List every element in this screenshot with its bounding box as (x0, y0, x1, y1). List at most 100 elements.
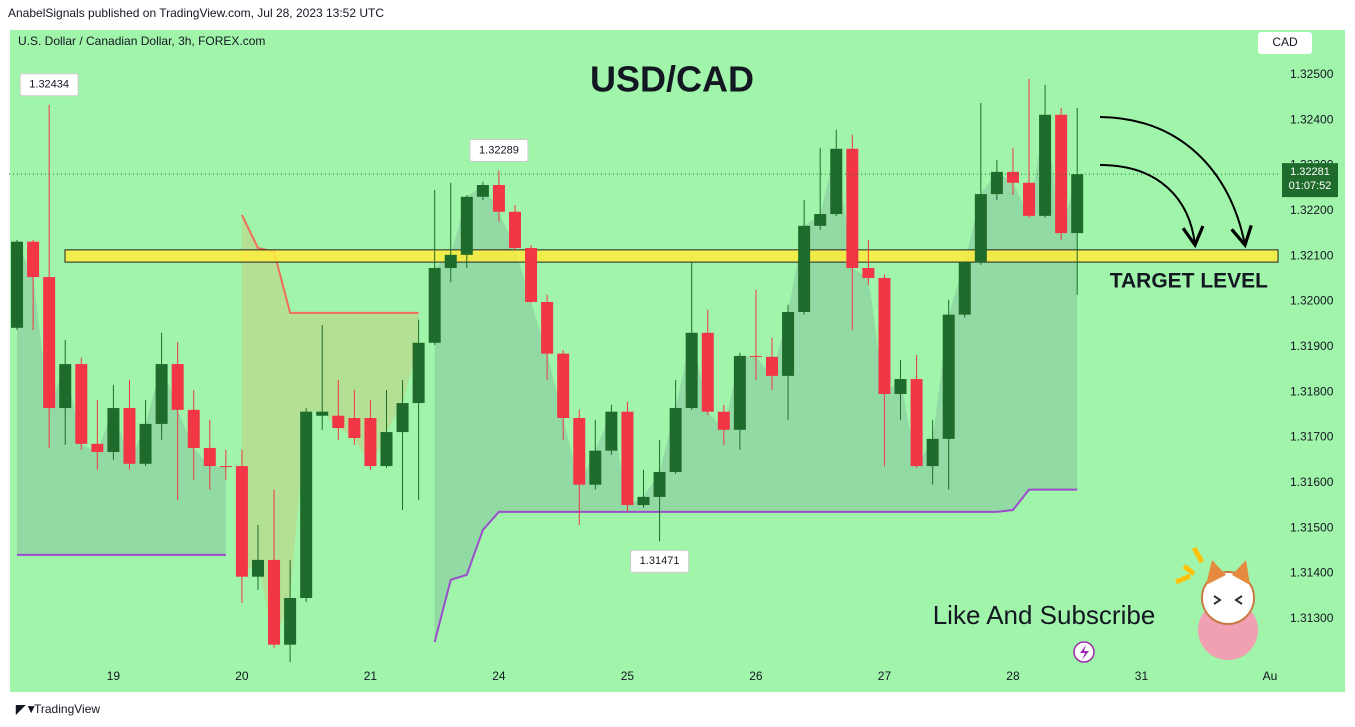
y-tick-label: 1.31300 (1290, 611, 1334, 625)
y-tick-label: 1.31700 (1290, 430, 1334, 444)
x-tick-label: 20 (235, 669, 249, 683)
y-tick-label: 1.31600 (1290, 475, 1334, 489)
candle-body (444, 254, 457, 268)
candle-body (284, 597, 297, 645)
candle-body (43, 277, 56, 409)
trend-fill (17, 241, 226, 555)
y-tick-label: 1.32500 (1290, 67, 1334, 81)
chart-title: USD/CAD (590, 59, 754, 100)
y-tick-label: 1.31900 (1290, 339, 1334, 353)
candle-body (348, 418, 361, 438)
x-tick-label: 24 (492, 669, 506, 683)
candle-body (235, 466, 248, 577)
candle-body (814, 214, 827, 226)
publisher: AnabelSignals published on TradingView.c… (8, 6, 384, 20)
candle-body (782, 311, 795, 376)
candle-body (862, 267, 875, 278)
candle-body (155, 364, 168, 424)
candle-body (508, 211, 521, 249)
candle-body (605, 411, 618, 451)
y-tick-label: 1.31800 (1290, 384, 1334, 398)
x-tick-label: 25 (621, 669, 635, 683)
candle-body (541, 301, 554, 354)
candle-body (685, 332, 698, 409)
candle-body (926, 438, 939, 467)
candle-body (990, 171, 1003, 195)
x-tick-label: 21 (364, 669, 378, 683)
candle-body (27, 241, 40, 278)
candle-body (11, 241, 24, 328)
candle-body (846, 148, 859, 268)
candle-body (798, 225, 811, 312)
x-tick-label: 26 (749, 669, 763, 683)
candle-body (364, 418, 377, 467)
candle-body (316, 411, 329, 416)
plot: 1.31300 1.31400 1.31500 1.31600 1.31700 1.318… (9, 67, 1338, 683)
candle-body (107, 408, 120, 453)
candle-body (380, 432, 393, 467)
y-tick-label: 1.32200 (1290, 203, 1334, 217)
candle-body (958, 262, 971, 315)
candle-body (396, 403, 409, 433)
candle-body (1023, 182, 1036, 216)
candle-body (91, 443, 104, 453)
y-tick-label: 1.32000 (1290, 294, 1334, 308)
x-tick-label: 19 (107, 669, 121, 683)
candle-body (974, 194, 987, 263)
candle-body (171, 364, 184, 410)
target-zone (64, 249, 1279, 263)
brand: TradingView (34, 702, 100, 716)
candle-body (1071, 174, 1084, 234)
candle-body (589, 450, 602, 485)
candle-body (59, 364, 72, 409)
candle-body (573, 418, 586, 485)
candle-body (525, 248, 538, 302)
candle-body (300, 411, 313, 598)
candle-body (412, 342, 425, 404)
x-tick-label: 31 (1135, 669, 1149, 683)
candle-body (557, 353, 570, 419)
candle-body (123, 408, 136, 464)
candle-body (1006, 171, 1019, 183)
price-callout (630, 549, 690, 573)
x-tick-label: 27 (878, 669, 892, 683)
candle-body (942, 314, 955, 439)
subtitle: U.S. Dollar / Canadian Dollar, 3h, FOREX… (18, 34, 265, 48)
annotation: Like And Subscribe (933, 600, 1156, 630)
price-callout-label: 1.31471 (640, 555, 680, 567)
candle-body (830, 148, 843, 215)
candle-body (621, 411, 634, 506)
currency: CAD (1272, 35, 1298, 49)
countdown: 01:07:52 (1289, 180, 1332, 192)
candle-body (733, 355, 746, 430)
chart-panel (10, 30, 1345, 692)
price-callout-label: 1.32434 (29, 79, 69, 91)
candle-body (749, 355, 762, 357)
candle-body (203, 447, 216, 467)
candle-body (637, 496, 650, 506)
last-price-box (1282, 163, 1338, 198)
candle-body (878, 277, 891, 394)
candle-body (766, 356, 779, 376)
candle-body (428, 267, 441, 343)
arrow (1099, 164, 1205, 249)
candle-body (717, 411, 730, 430)
candle-body (268, 559, 281, 645)
price-callout (19, 73, 79, 97)
last-price: 1.32281 (1290, 166, 1330, 178)
candle-body (669, 408, 682, 472)
candle-body (910, 379, 923, 467)
candle-body (219, 466, 232, 468)
y-tick-label: 1.31500 (1290, 520, 1334, 534)
arrow (1099, 116, 1253, 249)
candle-body (476, 185, 489, 197)
candle-body (332, 415, 345, 428)
candle-body (492, 185, 505, 212)
lightning (1080, 645, 1089, 660)
candle-body (460, 196, 473, 255)
price-callout (469, 139, 529, 163)
zone-label: TARGET LEVEL (1110, 270, 1268, 293)
candle-body (139, 423, 152, 464)
